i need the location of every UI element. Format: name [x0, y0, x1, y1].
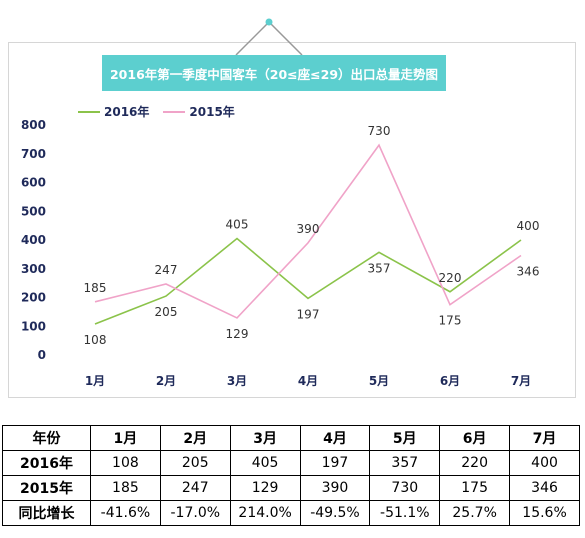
data-label: 197	[297, 307, 320, 321]
table-cell: 197	[299, 450, 371, 476]
data-label: 129	[226, 327, 249, 341]
data-label: 108	[84, 333, 107, 347]
chart-title-banner: 2016年第一季度中国客车（20≤座≤29）出口总量走势图	[102, 55, 446, 91]
legend-label-2016: 2016年	[104, 105, 150, 119]
data-table: 年份 1月 2月 3月 4月 5月 6月 7月 2016年 108 205 405 197 357 220 4…	[2, 425, 580, 526]
table-header-cell: 4月	[299, 425, 371, 451]
table-cell: 390	[299, 475, 371, 501]
table-cell: -41.6%	[90, 500, 161, 526]
table-cell: -49.5%	[299, 500, 371, 526]
y-tick-label: 500	[21, 204, 46, 218]
y-tick-label: 100	[21, 319, 46, 333]
table-header-row: 年份 1月 2月 3月 4月 5月 6月 7月	[2, 425, 580, 451]
table-cell: 25.7%	[439, 500, 511, 526]
data-label: 405	[226, 218, 249, 232]
table-header-cell: 年份	[2, 425, 91, 451]
x-tick-label: 5月	[369, 374, 389, 388]
y-tick-label: 600	[21, 176, 46, 190]
table-cell: 185	[90, 475, 161, 501]
chart-legend: 2016年 2015年	[78, 103, 235, 120]
legend-item-2016: 2016年	[78, 103, 149, 120]
table-cell: 175	[439, 475, 511, 501]
data-label: 400	[517, 219, 540, 233]
x-tick-label: 7月	[511, 374, 531, 388]
table-cell: 129	[229, 475, 301, 501]
table-header-cell: 3月	[229, 425, 301, 451]
legend-item-2015: 2015年	[163, 103, 235, 120]
x-tick-label: 4月	[298, 374, 318, 388]
data-label: 220	[439, 271, 462, 285]
table-row-label: 2015年	[2, 475, 91, 501]
table-cell: 214.0%	[229, 500, 301, 526]
table-cell: 730	[369, 475, 441, 501]
table-header-cell: 6月	[439, 425, 511, 451]
table-row: 2015年 185 247 129 390 730 175 346	[2, 475, 580, 501]
x-tick-label: 6月	[440, 374, 460, 388]
y-tick-label: 0	[38, 348, 46, 362]
table-cell: 220	[439, 450, 511, 476]
table-cell: 357	[369, 450, 441, 476]
table-cell: 108	[90, 450, 161, 476]
chart-title: 2016年第一季度中国客车（20≤座≤29）出口总量走势图	[109, 66, 439, 82]
x-tick-label: 3月	[227, 374, 247, 388]
table-cell: 400	[509, 450, 580, 476]
y-tick-label: 200	[21, 291, 46, 305]
series-line-2016年	[94, 237, 522, 325]
table-row: 同比增长 -41.6% -17.0% 214.0% -49.5% -51.1% 25.7% 1…	[2, 500, 580, 526]
table-cell: 247	[159, 475, 231, 501]
x-tick-label: 2月	[156, 374, 176, 388]
table-cell: -17.0%	[159, 500, 231, 526]
table-cell: 405	[229, 450, 301, 476]
line-chart: 0 100 200 300 400 500 600 700 800 1月 2月 3月 4月 5月 6月 7月 1…	[21, 118, 540, 388]
table-cell: 346	[509, 475, 580, 501]
data-label: 185	[84, 281, 107, 295]
table-cell: 205	[159, 450, 231, 476]
hanger-pin-icon	[265, 18, 273, 26]
table-header-cell: 1月	[90, 425, 161, 451]
y-tick-label: 800	[21, 118, 46, 132]
data-label: 247	[155, 263, 178, 277]
y-tick-label: 300	[21, 262, 46, 276]
data-label: 390	[297, 222, 320, 236]
series-line-2015年	[94, 143, 522, 319]
table-cell: 15.6%	[509, 500, 580, 526]
table-header-cell: 7月	[509, 425, 580, 451]
data-label: 730	[368, 124, 391, 138]
data-label: 357	[368, 261, 391, 275]
chart-card	[8, 42, 576, 398]
legend-swatch-2016	[78, 110, 100, 113]
table-row: 2016年 108 205 405 197 357 220 400	[2, 450, 580, 476]
y-tick-label: 700	[21, 147, 46, 161]
table-header-cell: 5月	[369, 425, 441, 451]
table-row-label: 同比增长	[2, 500, 91, 526]
legend-swatch-2015	[163, 110, 186, 113]
hanger-decoration	[235, 18, 303, 56]
table-row-label: 2016年	[2, 450, 91, 476]
table-cell: -51.1%	[369, 500, 441, 526]
legend-label-2015: 2015年	[189, 105, 235, 119]
data-label: 205	[155, 305, 178, 319]
data-label: 175	[439, 314, 462, 328]
y-tick-label: 400	[21, 233, 46, 247]
table-header-cell: 2月	[159, 425, 231, 451]
x-tick-label: 1月	[85, 374, 105, 388]
data-label: 346	[517, 265, 540, 279]
